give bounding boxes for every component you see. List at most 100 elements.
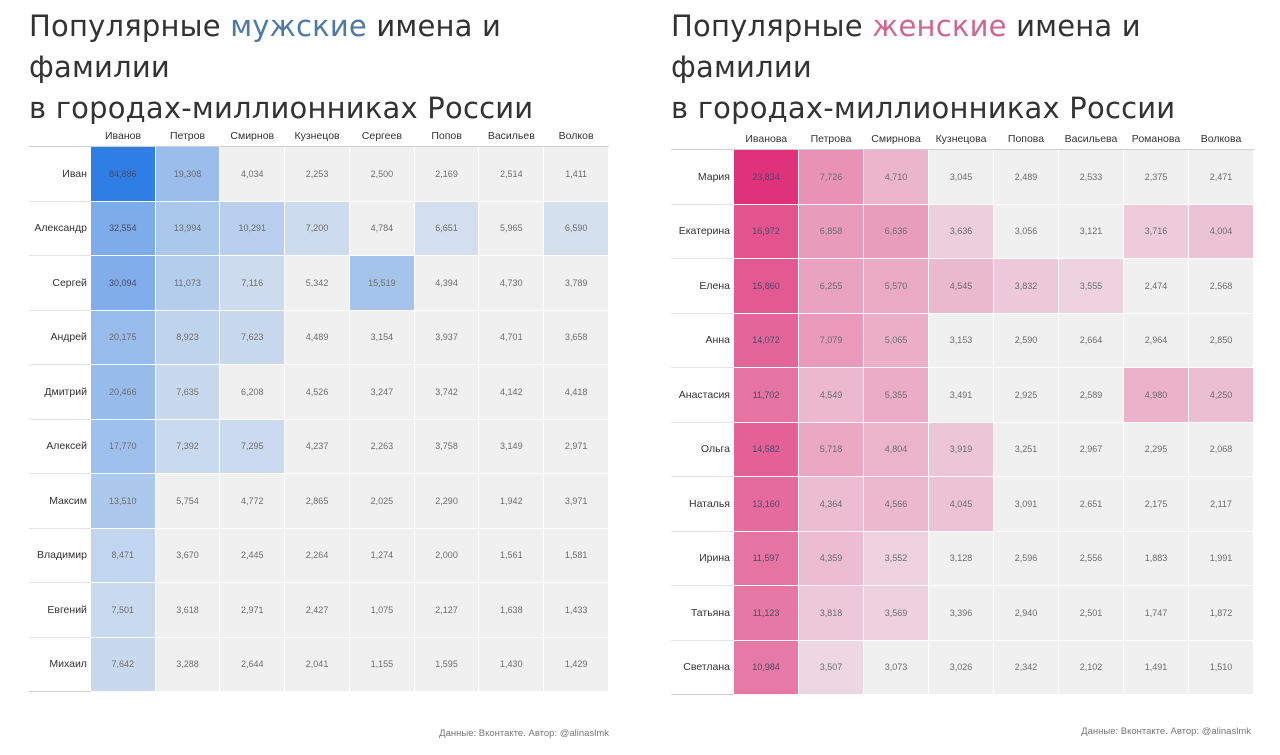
male-heatmap-cell: 6,651 — [414, 201, 480, 256]
female-heatmap-cell: 2,295 — [1123, 422, 1189, 477]
male-column-label: Попов — [414, 126, 479, 147]
male-row-label: Андрей — [29, 310, 91, 365]
female-column-label: Волкова — [1188, 129, 1254, 150]
female-column-label: Петрова — [798, 129, 864, 150]
female-heatmap-cell: 3,636 — [928, 204, 994, 259]
male-heatmap-cell: 7,623 — [219, 310, 286, 365]
female-column-label: Романова — [1123, 129, 1189, 150]
heatmap-corner — [671, 129, 734, 150]
female-heatmap-row: Елена 15,860 6,255 5,570 4,545 3,832 3,555 2,47… — [671, 258, 1254, 314]
female-heatmap-row: Анна 14,072 7,079 5,065 3,153 2,590 2,664 2,964… — [671, 313, 1254, 368]
female-title-line2: в городах-миллионниках России — [671, 91, 1176, 125]
female-row-label: Екатерина — [671, 204, 734, 259]
male-heatmap-cell: 13,510 — [90, 473, 156, 529]
male-heatmap-row: Александр 32,554 13,994 10,291 7,200 4,784 6,6… — [29, 201, 609, 256]
female-heatmap-cell: 2,501 — [1058, 585, 1124, 641]
female-heatmap-cell: 6,858 — [798, 204, 864, 259]
male-heatmap-cell: 1,581 — [543, 528, 609, 583]
male-heatmap-cell: 3,247 — [349, 364, 415, 420]
male-row-label: Сергей — [29, 255, 91, 311]
female-heatmap-cell: 5,355 — [863, 367, 929, 423]
male-heatmap-cell: 4,526 — [284, 364, 350, 420]
male-heatmap-cell: 4,701 — [478, 310, 545, 365]
female-heatmap-cell: 2,533 — [1058, 149, 1124, 205]
female-heatmap-row: Ирина 11,597 4,359 3,552 3,128 2,596 2,556 1,88… — [671, 531, 1254, 586]
female-heatmap-cell: 1,872 — [1188, 585, 1254, 641]
male-heatmap-cell: 7,200 — [284, 201, 350, 256]
male-heatmap-cell: 2,500 — [349, 146, 415, 202]
female-heatmap-cell: 2,589 — [1058, 367, 1124, 423]
female-heatmap-cell: 1,491 — [1123, 640, 1189, 695]
male-heatmap-cell: 2,041 — [284, 637, 350, 692]
female-heatmap-row: Наталья 13,160 4,364 4,566 4,045 3,091 2,651 2,… — [671, 476, 1254, 532]
female-heatmap-cell: 7,079 — [798, 313, 864, 368]
female-heatmap-cell: 2,342 — [993, 640, 1059, 695]
male-heatmap-cell: 20,466 — [90, 364, 156, 420]
female-heatmap-cell: 3,716 — [1123, 204, 1189, 259]
female-heatmap-cell: 11,702 — [734, 367, 799, 423]
female-row-label: Ольга — [671, 422, 734, 477]
female-heatmap-cell: 2,102 — [1058, 640, 1124, 695]
male-heatmap-cell: 3,742 — [414, 364, 480, 420]
male-heatmap-row: Сергей 30,094 11,073 7,116 5,342 15,519 4,394 4… — [29, 255, 609, 311]
male-chart-title: Популярные мужские имена и фамилии в гор… — [29, 0, 609, 129]
female-heatmap-cell: 23,834 — [734, 149, 799, 205]
male-title-line2: в городах-миллионниках России — [29, 91, 534, 125]
female-heatmap-cell: 7,726 — [798, 149, 864, 205]
female-heatmap-cell: 3,121 — [1058, 204, 1124, 259]
female-heatmap-cell: 2,175 — [1123, 476, 1189, 532]
male-heatmap-cell: 2,971 — [543, 419, 609, 474]
female-heatmap-cell: 4,549 — [798, 367, 864, 423]
male-heatmap-cell: 2,971 — [219, 582, 286, 638]
male-heatmap-cell: 7,116 — [219, 255, 286, 311]
male-heatmap-row: Владимир 8,471 3,670 2,445 2,264 1,274 2,000 1,… — [29, 528, 609, 583]
male-heatmap-cell: 1,430 — [478, 637, 545, 692]
female-heatmap-cell: 4,545 — [928, 258, 994, 314]
female-heatmap-cell: 1,510 — [1188, 640, 1254, 695]
female-heatmap-row: Мария 23,834 7,726 4,710 3,045 2,489 2,533 2,37… — [671, 149, 1254, 205]
female-column-label: Попова — [993, 129, 1059, 150]
male-heatmap-cell: 2,127 — [414, 582, 480, 638]
female-heatmap-cell: 5,570 — [863, 258, 929, 314]
female-heatmap-cell: 2,556 — [1058, 531, 1124, 586]
male-heatmap-cell: 5,965 — [478, 201, 545, 256]
female-heatmap-cell: 2,964 — [1123, 313, 1189, 368]
heatmap-corner — [29, 126, 91, 147]
female-heatmap-row: Светлана 10,984 3,507 3,073 3,026 2,342 2,102 1… — [671, 640, 1254, 695]
female-heatmap-cell: 2,471 — [1188, 149, 1254, 205]
female-heatmap-cell: 10,984 — [734, 640, 799, 695]
female-heatmap-cell: 1,991 — [1188, 531, 1254, 586]
male-heatmap-row: Михаил 7,642 3,288 2,644 2,041 1,155 1,595 1,43… — [29, 637, 609, 692]
male-heatmap-cell: 3,937 — [414, 310, 480, 365]
male-row-label: Александр — [29, 201, 91, 256]
male-heatmap-cell: 2,445 — [219, 528, 286, 583]
male-heatmap-cell: 3,971 — [543, 473, 609, 529]
female-heatmap-cell: 11,123 — [734, 585, 799, 641]
female-heatmap-cell: 3,507 — [798, 640, 864, 695]
male-heatmap-cell: 3,670 — [155, 528, 221, 583]
female-heatmap-cell: 3,045 — [928, 149, 994, 205]
female-heatmap-cell: 4,710 — [863, 149, 929, 205]
male-heatmap-cell: 1,429 — [543, 637, 609, 692]
female-heatmap-cell: 2,850 — [1188, 313, 1254, 368]
female-heatmap-cell: 3,555 — [1058, 258, 1124, 314]
male-heatmap-cell: 3,758 — [414, 419, 480, 474]
male-heatmap-cell: 3,789 — [543, 255, 609, 311]
male-heatmap-cell: 3,154 — [349, 310, 415, 365]
male-heatmap-cell: 1,942 — [478, 473, 545, 529]
male-row-label: Михаил — [29, 637, 91, 692]
female-heatmap-cell: 3,569 — [863, 585, 929, 641]
female-column-label: Смирнова — [863, 129, 929, 150]
male-title-accent: мужские — [230, 9, 367, 43]
male-heatmap-cell: 2,253 — [284, 146, 350, 202]
female-heatmap-cell: 14,072 — [734, 313, 799, 368]
female-heatmap-cell: 13,160 — [734, 476, 799, 532]
female-heatmap-cell: 6,636 — [863, 204, 929, 259]
male-heatmap-cell: 4,034 — [219, 146, 286, 202]
male-heatmap-cell: 7,635 — [155, 364, 221, 420]
female-row-label: Светлана — [671, 640, 734, 695]
female-heatmap-cell: 4,566 — [863, 476, 929, 532]
male-column-label: Васильев — [478, 126, 544, 147]
female-column-label: Иванова — [734, 129, 799, 150]
male-column-label: Петров — [155, 126, 220, 147]
